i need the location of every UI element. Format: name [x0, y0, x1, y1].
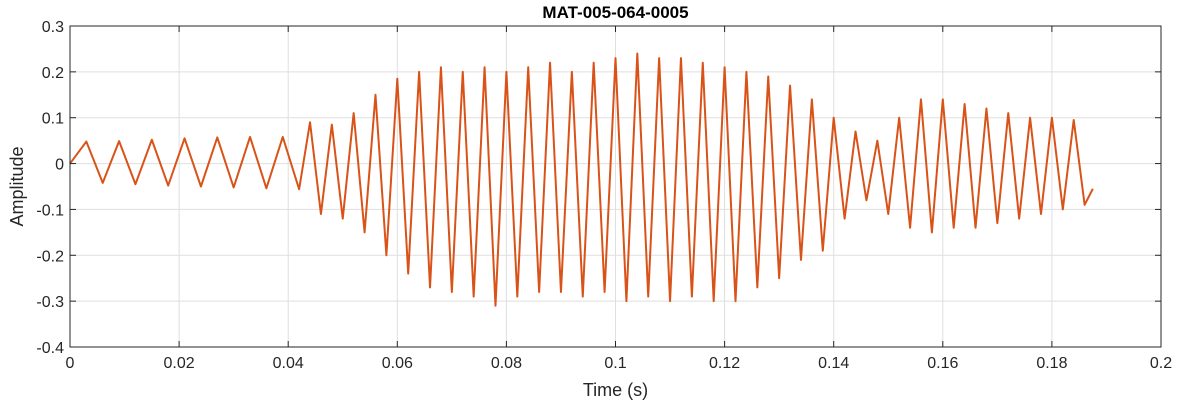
y-tick-label: 0 — [55, 157, 64, 174]
y-tick-label: -0.4 — [36, 340, 64, 357]
series-line — [69, 52, 1094, 307]
x-tick-label: 0.1 — [604, 355, 626, 372]
x-tick-label: 0.14 — [818, 355, 849, 372]
x-tick-label: 0.12 — [709, 355, 740, 372]
x-tick-label: 0.06 — [382, 355, 413, 372]
x-tick-label: 0.04 — [273, 355, 304, 372]
y-axis-label: Amplitude — [7, 146, 27, 226]
x-tick-label: 0.02 — [164, 355, 195, 372]
y-tick-label: -0.2 — [36, 248, 64, 265]
y-tick-label: 0.2 — [42, 65, 64, 82]
y-tick-label: -0.3 — [36, 294, 64, 311]
y-tick-label: -0.1 — [36, 202, 64, 219]
y-axis: 0.3 0.2 0.1 0 -0.1 -0.2 -0.3 -0.4 — [36, 19, 1161, 357]
x-tick-label: 0.08 — [491, 355, 522, 372]
x-tick-label: 0 — [66, 355, 75, 372]
chart-title: MAT-005-064-0005 — [542, 3, 688, 22]
x-axis: 0 0.02 0.04 0.06 0.08 0.1 0.12 0.14 0.16 0.18 0.2 — [66, 26, 1172, 372]
x-axis-label: Time (s) — [583, 380, 648, 400]
x-tick-label: 0.2 — [1150, 355, 1172, 372]
y-tick-label: 0.1 — [42, 111, 64, 128]
x-tick-label: 0.16 — [927, 355, 958, 372]
x-tick-label: 0.18 — [1036, 355, 1067, 372]
y-tick-label: 0.3 — [42, 19, 64, 36]
